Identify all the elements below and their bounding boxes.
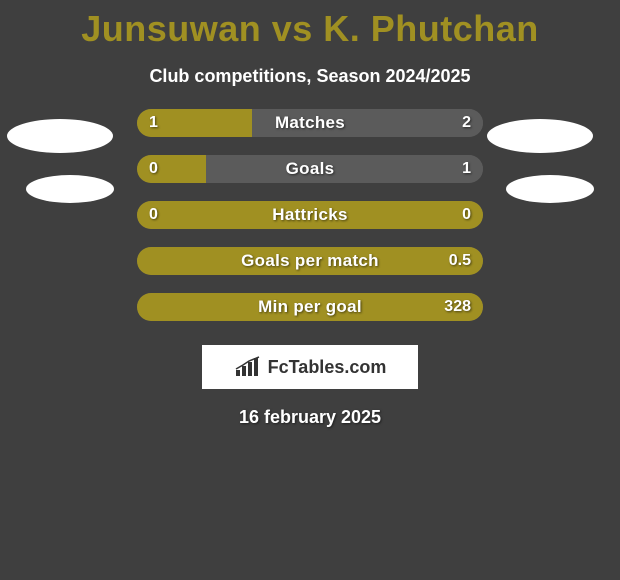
stat-value-player1: 0 — [149, 201, 158, 229]
stat-row: Matches1 2 — [137, 109, 483, 137]
decorative-ellipse — [7, 119, 113, 153]
attribution-text: FcTables.com — [268, 357, 387, 378]
stat-row: Hattricks0 0 — [137, 201, 483, 229]
date-line: 16 february 2025 — [0, 407, 620, 428]
stat-label: Hattricks — [137, 201, 483, 229]
stat-label: Matches — [137, 109, 483, 137]
comparison-canvas: Junsuwan vs K. Phutchan Club competition… — [0, 0, 620, 580]
stat-value-player2: 0 — [462, 201, 471, 229]
stat-row: Min per goal328 — [137, 293, 483, 321]
stat-value-player2: 0.5 — [449, 247, 471, 275]
stat-value-player1: 0 — [149, 155, 158, 183]
bar-chart-icon — [234, 356, 262, 378]
attribution-badge: FcTables.com — [202, 345, 418, 389]
stat-label: Goals — [137, 155, 483, 183]
stat-value-player1: 1 — [149, 109, 158, 137]
decorative-ellipse — [487, 119, 593, 153]
stat-value-player2: 1 — [462, 155, 471, 183]
decorative-ellipse — [26, 175, 114, 203]
stat-row: Goals0 1 — [137, 155, 483, 183]
decorative-ellipse — [506, 175, 594, 203]
stat-value-player2: 2 — [462, 109, 471, 137]
stat-value-player2: 328 — [444, 293, 471, 321]
stat-label: Min per goal — [137, 293, 483, 321]
stat-label: Goals per match — [137, 247, 483, 275]
page-title: Junsuwan vs K. Phutchan — [0, 0, 620, 50]
stat-row: Goals per match0.5 — [137, 247, 483, 275]
subtitle: Club competitions, Season 2024/2025 — [0, 66, 620, 87]
